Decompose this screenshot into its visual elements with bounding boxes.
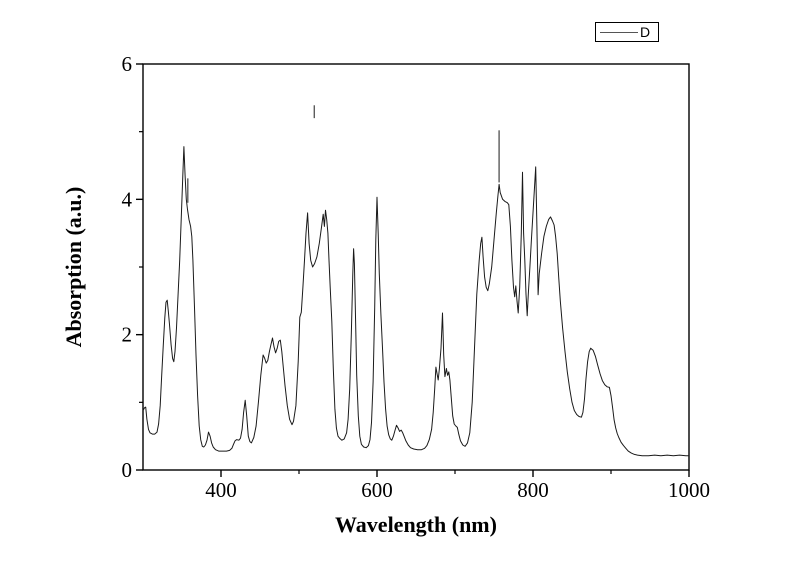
series-line-d (142, 146, 689, 457)
y-tick-label: 4 (122, 187, 133, 211)
plot-frame (142, 63, 690, 471)
y-axis-title: Absorption (a.u.) (61, 186, 86, 348)
x-axis-title: Wavelength (nm) (335, 512, 497, 537)
legend-box: D (595, 22, 659, 42)
x-tick-label: 400 (205, 478, 237, 502)
y-tick-label: 0 (122, 458, 133, 482)
y-tick-label: 6 (122, 52, 133, 76)
legend-line-sample (600, 31, 638, 33)
x-tick-label: 1000 (668, 478, 710, 502)
legend-series-label: D (640, 24, 651, 40)
x-tick-label: 800 (517, 478, 549, 502)
y-tick-label: 2 (122, 323, 133, 347)
x-tick-label: 600 (361, 478, 393, 502)
